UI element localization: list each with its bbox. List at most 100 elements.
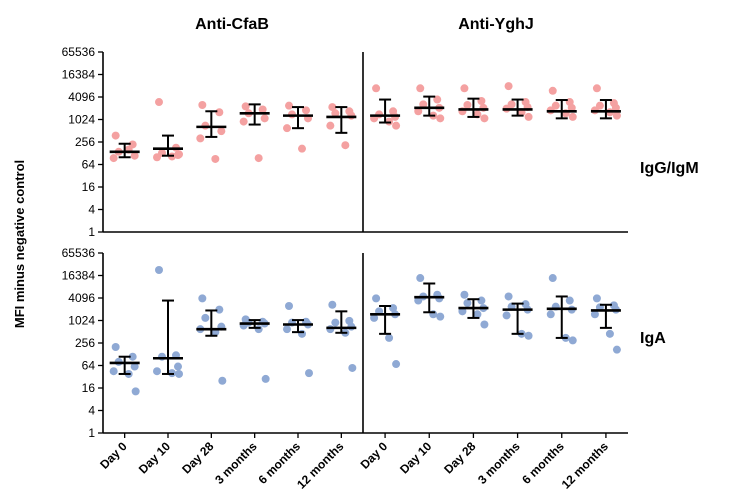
data-point xyxy=(477,296,486,305)
data-point xyxy=(460,290,469,299)
data-point xyxy=(565,296,574,305)
data-point xyxy=(504,82,513,91)
data-point xyxy=(348,363,357,372)
y-tick-label: 16 xyxy=(82,180,96,194)
x-tick-label: Day 28 xyxy=(441,439,478,476)
x-tick-label: 12 months xyxy=(559,439,612,492)
data-point xyxy=(590,310,599,319)
x-tick-label: 3 months xyxy=(212,439,260,487)
x-tick-label: Day 0 xyxy=(358,439,391,472)
y-tick-label: 4096 xyxy=(68,291,95,305)
y-tick-label: 16384 xyxy=(62,68,96,82)
data-point xyxy=(174,362,182,371)
data-point xyxy=(130,362,139,371)
data-point xyxy=(175,150,183,159)
data-point xyxy=(130,151,139,160)
data-point xyxy=(385,333,394,342)
data-point xyxy=(473,310,482,319)
data-point xyxy=(217,127,226,136)
y-tick-label: 4096 xyxy=(68,90,95,104)
y-tick-label: 1024 xyxy=(68,314,95,328)
data-point xyxy=(611,103,620,112)
y-tick-label: 65536 xyxy=(62,246,96,260)
data-point xyxy=(341,141,350,150)
column-title-anti-yghj: Anti-YghJ xyxy=(458,16,534,33)
x-tick-label: Day 0 xyxy=(97,439,130,472)
data-point xyxy=(419,100,428,109)
row-label-iga: IgA xyxy=(640,330,666,347)
data-point xyxy=(524,112,533,121)
y-tick-label: 256 xyxy=(75,336,95,350)
data-point xyxy=(328,103,337,112)
data-point xyxy=(298,144,306,153)
data-point xyxy=(460,84,469,93)
data-point xyxy=(260,114,269,123)
data-point xyxy=(414,107,423,116)
data-point xyxy=(128,352,137,361)
data-point xyxy=(416,274,425,283)
data-point xyxy=(592,294,601,303)
data-point xyxy=(153,367,161,376)
data-point xyxy=(285,302,293,311)
data-point xyxy=(436,114,445,123)
data-point xyxy=(463,101,472,110)
y-axis-label: MFI minus negative control xyxy=(12,160,27,328)
data-point xyxy=(392,121,401,130)
data-point xyxy=(258,105,267,114)
data-point xyxy=(568,336,577,345)
data-point xyxy=(504,292,513,301)
data-point xyxy=(480,320,489,329)
data-point xyxy=(261,374,270,383)
column-title-anti-cfab: Anti-CfaB xyxy=(195,16,269,33)
row-label-igg-igm: IgG/IgM xyxy=(640,160,699,177)
data-point xyxy=(111,343,120,352)
data-point xyxy=(546,310,555,319)
data-point xyxy=(155,265,163,274)
data-point xyxy=(331,318,340,327)
data-point xyxy=(436,312,445,321)
data-point xyxy=(612,111,621,120)
data-point xyxy=(215,305,224,314)
data-point xyxy=(416,84,425,93)
x-tick-label: 12 months xyxy=(294,439,347,492)
data-point xyxy=(328,300,337,309)
data-point xyxy=(331,109,340,118)
data-point xyxy=(480,114,489,123)
data-point xyxy=(551,101,560,110)
y-tick-label: 256 xyxy=(75,135,95,149)
data-point xyxy=(241,102,250,111)
y-tick-label: 4 xyxy=(88,404,95,418)
y-tick-label: 16384 xyxy=(62,269,96,283)
y-tick-label: 64 xyxy=(82,359,96,373)
data-point xyxy=(196,134,205,143)
y-tick-label: 65536 xyxy=(62,45,96,59)
data-point xyxy=(198,294,207,303)
data-point xyxy=(548,86,557,95)
data-point xyxy=(153,153,161,162)
data-point xyxy=(239,117,248,126)
data-point xyxy=(592,84,601,93)
data-point xyxy=(285,101,293,110)
data-point xyxy=(605,329,614,338)
data-point xyxy=(254,154,263,163)
data-point xyxy=(392,360,401,369)
data-point xyxy=(502,311,511,320)
data-point xyxy=(548,274,557,283)
y-tick-label: 4 xyxy=(88,203,95,217)
data-point xyxy=(155,98,163,107)
data-point xyxy=(595,101,604,110)
data-point xyxy=(568,112,577,121)
x-tick-label: Day 10 xyxy=(136,439,173,476)
data-point xyxy=(201,313,210,322)
data-point xyxy=(175,369,183,378)
data-point xyxy=(414,296,423,305)
data-point xyxy=(298,329,306,338)
data-point xyxy=(326,121,335,130)
data-point xyxy=(463,299,472,308)
data-point xyxy=(302,106,310,115)
data-point xyxy=(370,313,379,322)
data-point xyxy=(372,294,381,303)
x-tick-label: 3 months xyxy=(475,439,523,487)
data-point xyxy=(612,345,621,354)
